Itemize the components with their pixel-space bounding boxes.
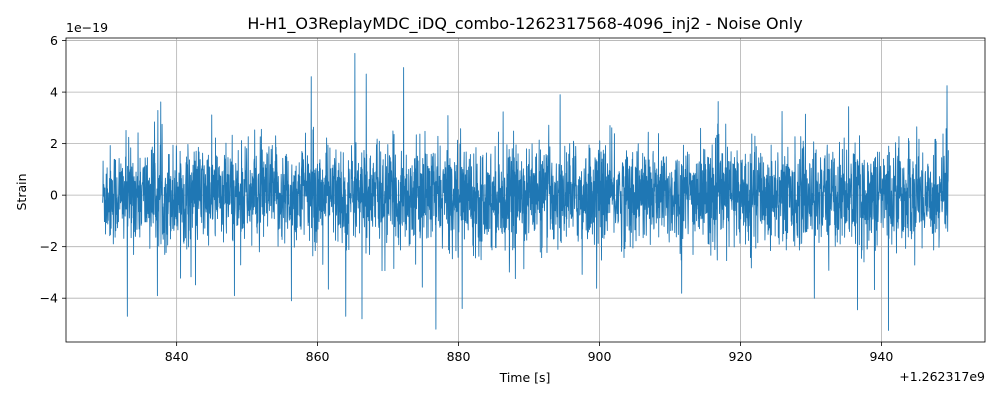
chart-title: H-H1_O3ReplayMDC_iDQ_combo-1262317568-40… (247, 14, 802, 34)
y-tick-label: 4 (50, 85, 58, 100)
y-axis: −4 −2 0 2 4 6 (40, 33, 66, 306)
noise-line (102, 53, 949, 331)
x-tick-label: 900 (588, 349, 612, 364)
noise-series (102, 53, 949, 331)
x-axis: 840 860 880 900 920 940 (165, 342, 893, 364)
x-tick-label: 860 (306, 349, 330, 364)
y-axis-label: Strain (14, 173, 29, 210)
x-offset-label: +1.262317e9 (899, 369, 985, 384)
y-tick-label: 0 (50, 188, 58, 203)
y-tick-label: 2 (50, 136, 58, 151)
x-tick-label: 840 (165, 349, 189, 364)
x-tick-label: 880 (447, 349, 471, 364)
x-tick-label: 940 (869, 349, 893, 364)
plot-frame (65, 37, 986, 343)
x-tick-label: 920 (729, 349, 753, 364)
y-scale-label: 1e−19 (66, 20, 108, 35)
y-tick-label: −2 (40, 239, 58, 254)
y-tick-label: −4 (40, 291, 58, 306)
y-tick-label: 6 (50, 33, 58, 48)
x-axis-label: Time [s] (499, 370, 551, 385)
